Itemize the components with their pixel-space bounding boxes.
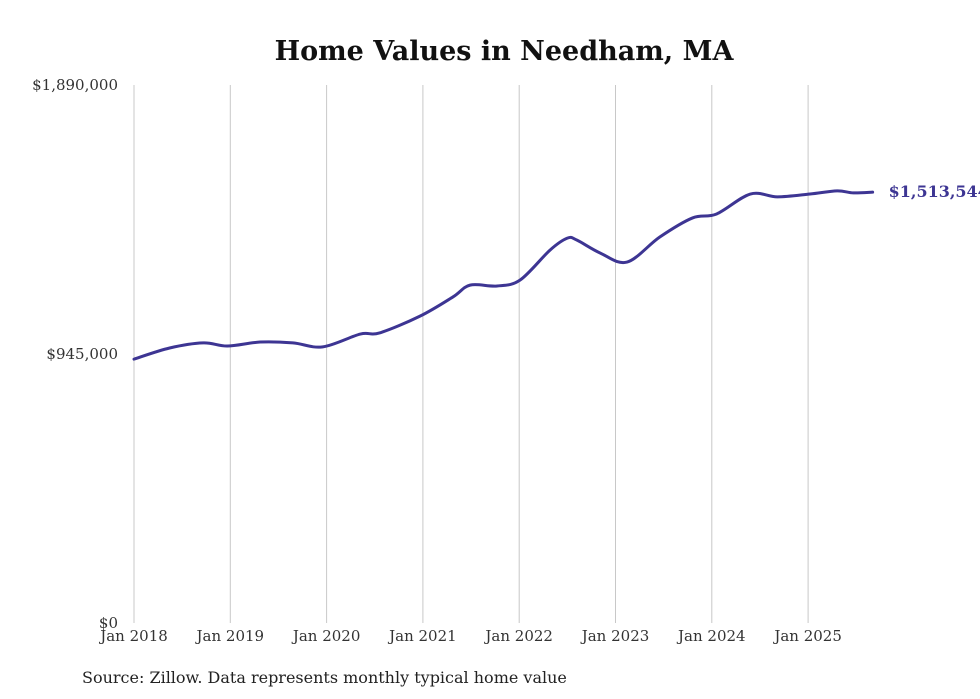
x-tick-label: Jan 2021 bbox=[387, 627, 457, 645]
grid-lines bbox=[133, 85, 809, 623]
x-axis: Jan 2018 Jan 2019 Jan 2020 Jan 2021 Jan 2022… bbox=[98, 627, 842, 645]
source-note: Source: Zillow. Data represents monthly … bbox=[82, 668, 567, 687]
x-tick-label: Jan 2023 bbox=[580, 627, 650, 645]
x-tick-label: Jan 2018 bbox=[98, 627, 168, 645]
series-line bbox=[132, 189, 875, 361]
chart-title: Home Values in Needham, MA bbox=[275, 36, 735, 67]
x-tick-label: Jan 2022 bbox=[483, 627, 553, 645]
x-tick-label: Jan 2024 bbox=[676, 627, 746, 645]
x-tick-label: Jan 2020 bbox=[291, 627, 361, 645]
y-axis: $0 $945,000 $1,890,000 bbox=[32, 76, 118, 632]
y-tick-label: $0 bbox=[99, 614, 118, 632]
y-tick-label: $945,000 bbox=[46, 345, 118, 363]
x-tick-label: Jan 2019 bbox=[195, 627, 265, 645]
x-tick-label: Jan 2025 bbox=[772, 627, 842, 645]
end-value-label: $1,513,544 bbox=[889, 182, 980, 201]
y-tick-label: $1,890,000 bbox=[32, 76, 118, 94]
